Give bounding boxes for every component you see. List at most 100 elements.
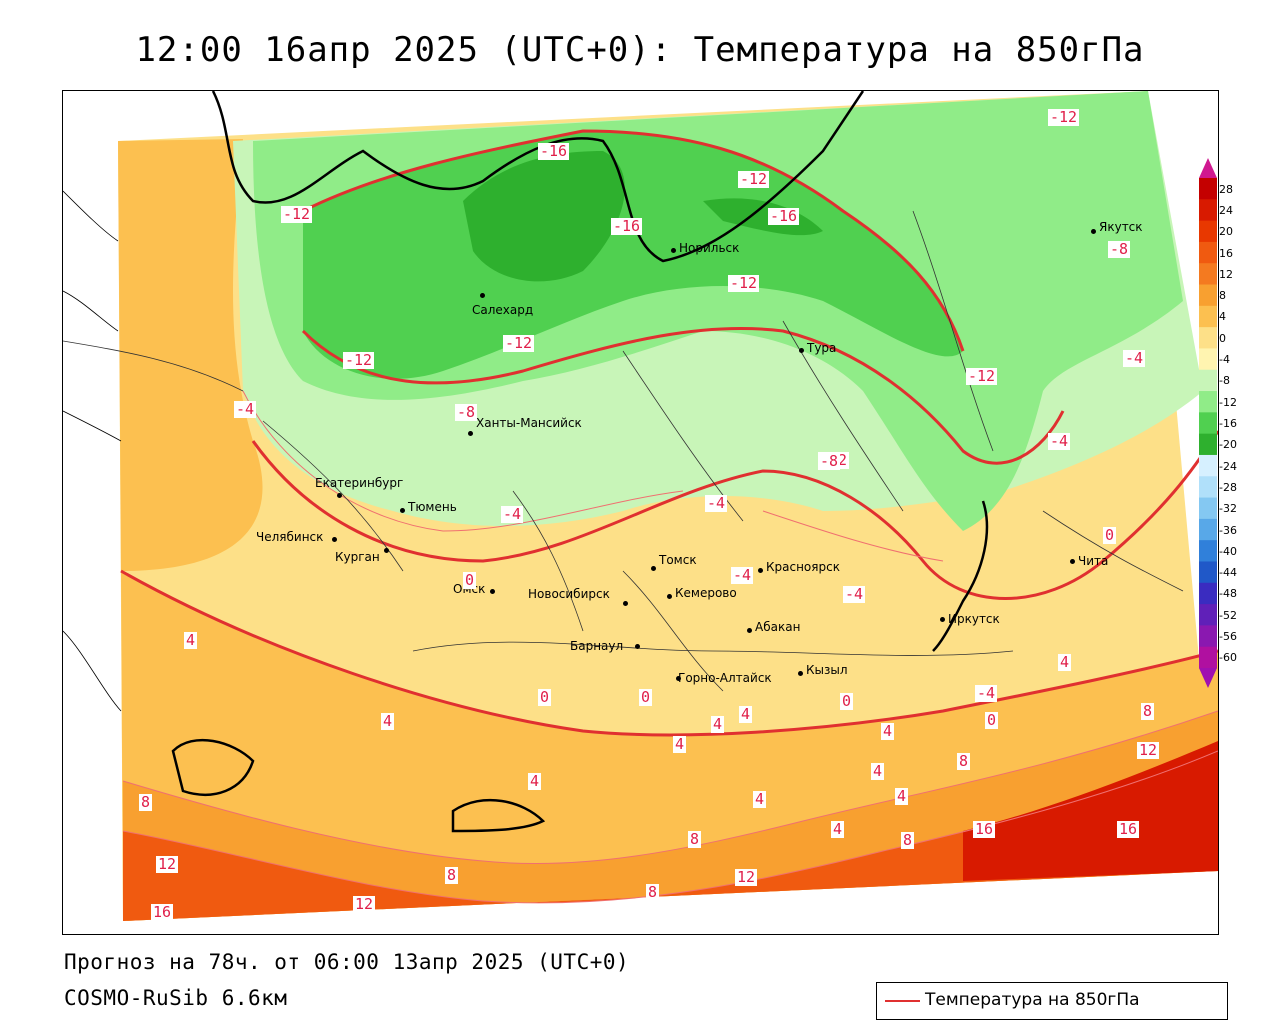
city-label-tura: Тура bbox=[807, 341, 837, 355]
west-zone bbox=[118, 139, 263, 571]
colorbar-block bbox=[1199, 220, 1217, 243]
colorbar-tick-label: 28 bbox=[1219, 182, 1233, 196]
isotherm-label: -4 bbox=[843, 585, 866, 603]
colorbar-tick-label: -44 bbox=[1219, 566, 1237, 580]
colorbar-block bbox=[1199, 391, 1217, 413]
colorbar-block bbox=[1199, 604, 1217, 626]
temperature-map[interactable]: Якутск Норильск Салехард Тура Ханты-Манс… bbox=[62, 90, 1219, 935]
city-label-barnaul: Барнаул bbox=[570, 639, 624, 653]
city-label-kyzyl: Кызыл bbox=[806, 663, 848, 677]
isotherm-label: -12 bbox=[343, 351, 375, 369]
colorbar-block bbox=[1199, 518, 1217, 541]
isotherm-label: -4 bbox=[1123, 349, 1146, 367]
city-label-ekaterinburg: Екатеринбург bbox=[315, 476, 404, 490]
city-label-gorno-altaysk: Горно-Алтайск bbox=[678, 671, 772, 685]
cold-zone-minus16 bbox=[463, 151, 625, 282]
colorbar-block bbox=[1199, 476, 1217, 499]
isotherm-label: 4 bbox=[753, 790, 767, 808]
city-label-krasnoyarsk: Красноярск bbox=[766, 560, 840, 574]
colorbar-tick-label: -12 bbox=[1219, 395, 1237, 409]
isotherm-label: 4 bbox=[739, 705, 753, 723]
colorbar-block bbox=[1199, 327, 1217, 349]
city-dot-kurgan bbox=[384, 548, 389, 553]
isotherm-label: 16 bbox=[1117, 820, 1140, 838]
isotherm-label: 8 bbox=[957, 752, 971, 770]
colorbar-block bbox=[1199, 263, 1217, 286]
isotherm-label: -8 bbox=[455, 403, 478, 421]
city-dot-novosibirsk bbox=[623, 601, 628, 606]
colorbar-block bbox=[1199, 412, 1217, 435]
colorbar-block bbox=[1199, 454, 1217, 477]
city-dot-gorno-altaysk bbox=[676, 676, 681, 681]
colorbar-tick-label: -16 bbox=[1219, 417, 1237, 430]
isotherm-label: -12 bbox=[281, 205, 313, 223]
isotherm-label: -12 bbox=[503, 334, 535, 352]
colorbar-tick-label: -48 bbox=[1219, 587, 1237, 601]
isotherm-label: 4 bbox=[871, 762, 885, 780]
city-label-kurgan: Курган bbox=[335, 550, 380, 564]
colorbar-block bbox=[1199, 199, 1217, 222]
colorbar-tick-label: 0 bbox=[1219, 331, 1226, 345]
colorbar-tick-label: 12 bbox=[1219, 267, 1233, 281]
colorbar-tick-label: -28 bbox=[1219, 480, 1237, 494]
city-dot-kyzyl bbox=[798, 671, 803, 676]
cold-zone-minus12 bbox=[303, 131, 963, 379]
city-label-chita: Чита bbox=[1078, 554, 1109, 568]
city-label-novosibirsk: Новосибирск bbox=[528, 587, 610, 601]
colorbar-block bbox=[1199, 241, 1217, 264]
city-label-salekhard: Салехард bbox=[472, 303, 534, 317]
isotherm-label: -16 bbox=[538, 142, 570, 160]
isotherm-label: 0 bbox=[840, 692, 854, 710]
colorbar-tick-label: 20 bbox=[1219, 225, 1233, 239]
city-dot-chita bbox=[1070, 559, 1075, 564]
warm-zone-12 bbox=[123, 751, 1218, 921]
colorbar-tick-label: -60 bbox=[1219, 651, 1237, 665]
isotherm-label: -4 bbox=[975, 684, 998, 702]
city-label-abakan: Абакан bbox=[755, 620, 801, 634]
isotherm-label: -4 bbox=[234, 400, 257, 418]
colorbar-block bbox=[1199, 433, 1217, 456]
isotherm-label: -4 bbox=[731, 566, 754, 584]
city-label-khanty-mansiysk: Ханты-Мансийск bbox=[476, 416, 582, 430]
city-label-irkutsk: Иркутск bbox=[948, 612, 1000, 626]
isotherm-label: 4 bbox=[673, 735, 687, 753]
colorbar-tick-label: 4 bbox=[1219, 310, 1226, 324]
colorbar-tick-label: -56 bbox=[1219, 630, 1237, 644]
city-label-norilsk: Норильск bbox=[679, 241, 740, 255]
city-label-yakutsk: Якутск bbox=[1099, 220, 1143, 234]
colorbar-block bbox=[1199, 582, 1217, 605]
city-label-kemerovo: Кемерово bbox=[675, 586, 737, 600]
isotherm-label: 4 bbox=[1058, 653, 1072, 671]
forecast-info: Прогноз на 78ч. от 06:00 13апр 2025 (UTC… bbox=[64, 950, 630, 974]
colorbar-block bbox=[1199, 497, 1217, 520]
city-dot-barnaul bbox=[635, 644, 640, 649]
isotherm-label: 8 bbox=[688, 830, 702, 848]
colorbar-block bbox=[1199, 178, 1217, 200]
isotherm-label: 12 bbox=[1137, 741, 1160, 759]
legend: Температура на 850гПа bbox=[876, 982, 1228, 1020]
city-dot-chelyabinsk bbox=[332, 537, 337, 542]
city-dot-tomsk bbox=[651, 566, 656, 571]
isotherm-label: -4 bbox=[705, 494, 728, 512]
isotherm-label: -12 bbox=[738, 170, 770, 188]
isotherm-label: 0 bbox=[985, 711, 999, 729]
temperature-colorbar: 28 24 20 16 12 8 4 0 -4 -8 -12 -16 -20 -24 -28 -32 -36 -4… bbox=[1199, 158, 1269, 688]
city-dot-norilsk bbox=[671, 248, 676, 253]
colorbar-block bbox=[1199, 348, 1217, 371]
city-label-tomsk: Томск bbox=[659, 553, 697, 567]
colorbar-tick-label: -36 bbox=[1219, 523, 1237, 537]
isotherm-label: -4 bbox=[501, 505, 524, 523]
isotherm-label: -4 bbox=[1048, 432, 1071, 450]
isotherm-label: -8 bbox=[818, 452, 841, 470]
isotherm-label: -8 bbox=[1108, 240, 1131, 258]
city-label-omsk: Омск bbox=[453, 582, 486, 596]
legend-label: Температура на 850гПа bbox=[925, 990, 1140, 1010]
city-dot-tyumen bbox=[400, 508, 405, 513]
colorbar-tick-label: -40 bbox=[1219, 544, 1237, 558]
isotherm-label: 8 bbox=[901, 831, 915, 849]
isotherm-label: -12 bbox=[1048, 108, 1080, 126]
legend-line-swatch bbox=[885, 1000, 920, 1002]
colorbar-tick-label: -52 bbox=[1219, 608, 1237, 622]
isotherm-label: -16 bbox=[611, 217, 643, 235]
isotherm-label: 4 bbox=[528, 772, 542, 790]
